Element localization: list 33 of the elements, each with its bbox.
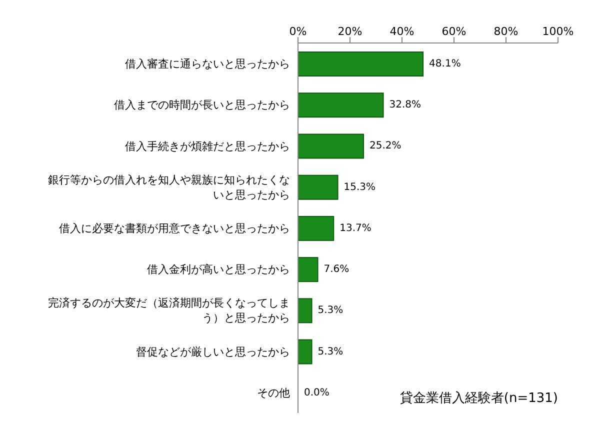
data-label: 5.3% — [318, 305, 344, 316]
x-tick-label: 60% — [442, 25, 466, 38]
annotation: 貸金業借入経験者(n=131) — [400, 390, 558, 407]
data-label: 25.2% — [370, 140, 402, 152]
data-label: 7.6% — [324, 264, 350, 276]
y-tick-label: 借入までの時間が長いと思ったから — [114, 98, 290, 112]
y-tick-label: 借入金利が高いと思ったから — [147, 262, 290, 276]
bar — [298, 339, 312, 364]
x-tick-label: 40% — [390, 25, 414, 38]
x-tick-label: 0% — [289, 25, 307, 38]
bar — [298, 134, 364, 159]
x-tick-label: 100% — [542, 25, 574, 38]
bar — [298, 216, 334, 241]
y-tick-label: 借入手続きが煩雑だと思ったから — [125, 139, 290, 152]
data-label: 15.3% — [344, 182, 376, 193]
x-tick-label: 20% — [338, 25, 362, 38]
data-label: 48.1% — [429, 58, 461, 70]
x-tick-label: 80% — [494, 25, 518, 38]
bar — [298, 298, 312, 324]
y-tick-label: 借入に必要な書類が用意できないと思ったから — [59, 222, 290, 234]
bar — [298, 52, 424, 76]
bar — [298, 257, 318, 282]
y-tick-label: 銀行等からの借入れを知人や親族に知られたくないと思ったから — [48, 172, 290, 201]
y-tick-label: その他 — [257, 386, 290, 399]
bar — [298, 174, 338, 200]
data-label: 32.8% — [389, 100, 422, 111]
bar — [298, 92, 384, 118]
y-tick-label: 督促などが厳しいと思ったから — [136, 344, 290, 358]
y-tick-label: 借入審査に通らないと思ったから — [125, 57, 290, 70]
data-label: 0.0% — [304, 387, 330, 398]
data-label: 13.7% — [340, 222, 372, 234]
data-label: 5.3% — [318, 346, 344, 358]
y-tick-label: 完済するのが大変だ（返済期間が長くなってしまう）と思ったから — [48, 296, 290, 324]
